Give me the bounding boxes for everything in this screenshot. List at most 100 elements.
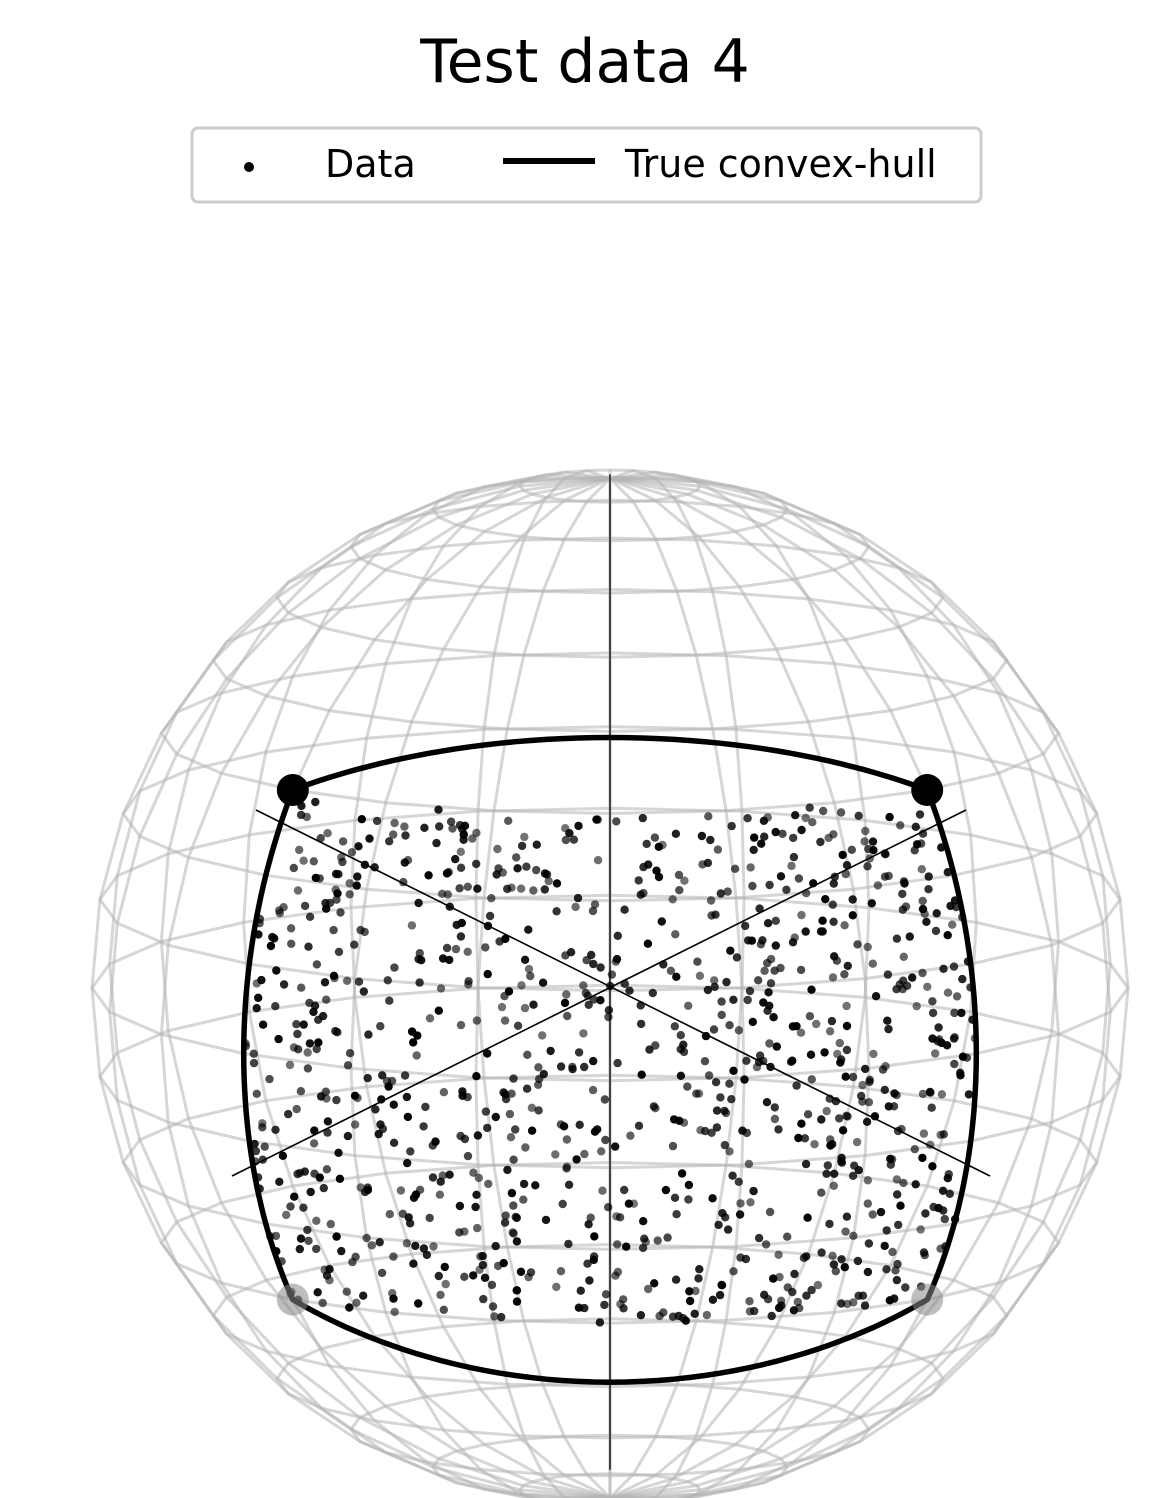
data-point xyxy=(305,1039,315,1048)
data-point xyxy=(934,1023,943,1032)
data-point xyxy=(734,1177,743,1187)
data-point xyxy=(590,1232,599,1241)
data-point xyxy=(761,1240,771,1249)
data-point xyxy=(372,816,382,826)
data-point xyxy=(342,1287,351,1296)
data-point xyxy=(803,1110,813,1119)
data-point xyxy=(422,1250,432,1260)
data-point xyxy=(774,1250,783,1260)
data-point xyxy=(816,837,825,847)
data-point xyxy=(926,1140,935,1150)
data-point xyxy=(512,1286,522,1295)
data-point xyxy=(956,1071,965,1080)
data-point xyxy=(701,1126,710,1136)
data-point xyxy=(703,985,713,995)
data-point xyxy=(797,910,806,920)
data-point xyxy=(412,1051,421,1060)
data-point xyxy=(561,951,570,960)
data-point xyxy=(620,905,629,914)
data-point xyxy=(563,1011,572,1021)
data-point xyxy=(854,1166,863,1175)
data-point xyxy=(892,934,902,943)
data-point xyxy=(529,1000,538,1009)
data-point xyxy=(813,1280,823,1290)
data-point xyxy=(455,884,464,893)
data-point xyxy=(663,1233,672,1242)
data-point xyxy=(849,1298,858,1307)
data-point xyxy=(803,1213,812,1222)
data-point xyxy=(715,1290,725,1300)
data-point xyxy=(456,932,466,941)
data-point xyxy=(636,1001,645,1010)
data-point xyxy=(376,1021,385,1031)
data-point xyxy=(311,797,320,807)
data-point xyxy=(472,1190,481,1200)
data-point xyxy=(939,964,948,973)
data-point xyxy=(604,1006,614,1015)
data-point xyxy=(414,1299,423,1308)
data-point xyxy=(519,1195,528,1204)
data-point xyxy=(950,1059,959,1069)
data-point xyxy=(445,902,454,911)
data-point xyxy=(746,863,755,872)
data-point xyxy=(425,1014,435,1023)
data-point xyxy=(648,988,657,998)
data-point xyxy=(741,921,750,931)
data-point xyxy=(396,1186,406,1195)
data-point xyxy=(271,1125,280,1135)
data-point xyxy=(414,898,423,908)
data-point xyxy=(516,1267,526,1277)
data-point xyxy=(552,907,561,916)
data-point xyxy=(794,1133,803,1143)
data-point xyxy=(765,1039,774,1048)
data-point xyxy=(668,895,677,904)
data-point xyxy=(927,1103,936,1112)
data-point xyxy=(625,986,634,995)
data-point xyxy=(838,850,847,860)
data-point xyxy=(598,1186,607,1195)
data-point xyxy=(943,988,953,997)
data-point xyxy=(403,856,413,865)
data-point xyxy=(707,1128,716,1138)
data-point xyxy=(579,981,588,990)
data-point xyxy=(517,981,526,990)
data-point xyxy=(717,997,726,1006)
data-point xyxy=(409,1038,418,1047)
data-point xyxy=(481,1107,491,1116)
data-point xyxy=(843,961,852,971)
data-point xyxy=(666,966,676,975)
data-point xyxy=(364,1030,373,1039)
data-point xyxy=(314,1038,323,1047)
legend: Data True convex-hull xyxy=(190,126,983,204)
data-point xyxy=(924,872,933,881)
data-point xyxy=(475,1265,484,1275)
data-point xyxy=(556,1062,566,1071)
data-point xyxy=(473,1223,482,1233)
data-point xyxy=(896,1201,905,1210)
data-point xyxy=(882,1265,891,1274)
data-point xyxy=(668,1141,678,1151)
data-point xyxy=(936,1130,945,1140)
data-point xyxy=(438,954,448,963)
data-point xyxy=(513,864,522,873)
data-point xyxy=(827,1016,837,1026)
data-point xyxy=(912,1002,921,1011)
data-point xyxy=(760,1290,769,1300)
data-point xyxy=(332,1232,341,1241)
data-point xyxy=(636,1311,646,1320)
data-point xyxy=(564,1239,573,1249)
data-point xyxy=(329,925,338,935)
data-point xyxy=(766,1062,775,1072)
data-point xyxy=(286,1202,295,1211)
data-point xyxy=(860,1301,870,1310)
data-point xyxy=(644,860,653,869)
data-point xyxy=(305,998,314,1008)
data-point xyxy=(857,1091,866,1101)
data-point xyxy=(613,1058,622,1068)
data-point xyxy=(562,1164,571,1173)
data-point xyxy=(350,940,359,949)
data-point xyxy=(725,1079,734,1088)
data-point xyxy=(593,815,602,824)
data-point xyxy=(812,1019,821,1029)
data-point xyxy=(419,1122,428,1131)
